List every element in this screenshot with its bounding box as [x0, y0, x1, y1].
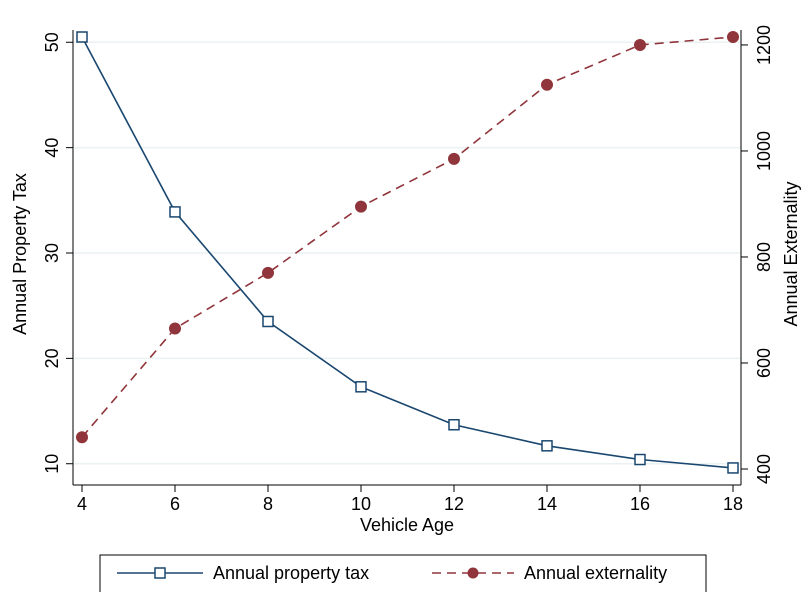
- x-tick-label: 16: [630, 494, 650, 514]
- y-tick-label-left: 50: [42, 32, 62, 52]
- x-tick-label: 12: [444, 494, 464, 514]
- data-point: [169, 322, 181, 335]
- y-axis-title-left: Annual Property Tax: [10, 173, 30, 335]
- x-tick-label: 10: [351, 494, 371, 514]
- data-point: [727, 462, 739, 474]
- x-tick-label: 18: [723, 494, 743, 514]
- legend-label: Annual property tax: [213, 563, 369, 583]
- y-tick-label-left: 10: [42, 454, 62, 474]
- data-point: [541, 440, 553, 452]
- y-tick-label-right: 800: [754, 242, 774, 272]
- y-tick-label-right: 600: [754, 348, 774, 378]
- data-point: [448, 152, 460, 165]
- data-point: [634, 38, 646, 51]
- data-point: [355, 200, 367, 213]
- series-0: [76, 31, 739, 474]
- legend-items: Annual property tax Annual externality: [117, 563, 667, 583]
- legend-marker: [154, 567, 166, 579]
- series-1: [76, 31, 739, 444]
- x-tick-label: 8: [263, 494, 273, 514]
- y-tick-label-left: 40: [42, 138, 62, 158]
- series-line: [81, 36, 734, 469]
- data-point: [355, 381, 367, 393]
- x-tick-label: 14: [537, 494, 557, 514]
- legend-item-1: Annual externality: [432, 563, 667, 583]
- series-layer: [76, 31, 739, 474]
- legend-item-0: Annual property tax: [117, 563, 369, 583]
- y-tick-label-left: 20: [42, 348, 62, 368]
- x-axis-title: Vehicle Age: [360, 515, 454, 535]
- y-tick-label-right: 1000: [754, 131, 774, 171]
- legend: Annual property tax Annual externality: [99, 554, 707, 592]
- data-point: [727, 31, 739, 43]
- axes: 4 6 8 10 12 14 16 18 10 20 30 40 50 400 600 800 1000 1200: [42, 25, 774, 514]
- legend-label: Annual externality: [524, 563, 667, 583]
- data-point: [76, 31, 88, 43]
- data-point: [262, 315, 274, 328]
- legend-marker: [467, 567, 479, 579]
- y-tick-label-right: 1200: [754, 25, 774, 65]
- y-axis-title-right: Annual Externality: [781, 181, 801, 326]
- data-point: [634, 453, 646, 466]
- x-tick-label: 4: [77, 494, 87, 514]
- data-point: [541, 78, 553, 91]
- x-tick-label: 6: [170, 494, 180, 514]
- gridlines: [74, 41, 741, 465]
- data-point: [262, 266, 274, 279]
- y-tick-label-left: 30: [42, 243, 62, 263]
- data-point: [448, 418, 460, 431]
- data-point: [76, 431, 88, 444]
- data-point: [169, 206, 181, 218]
- y-tick-label-right: 400: [754, 454, 774, 484]
